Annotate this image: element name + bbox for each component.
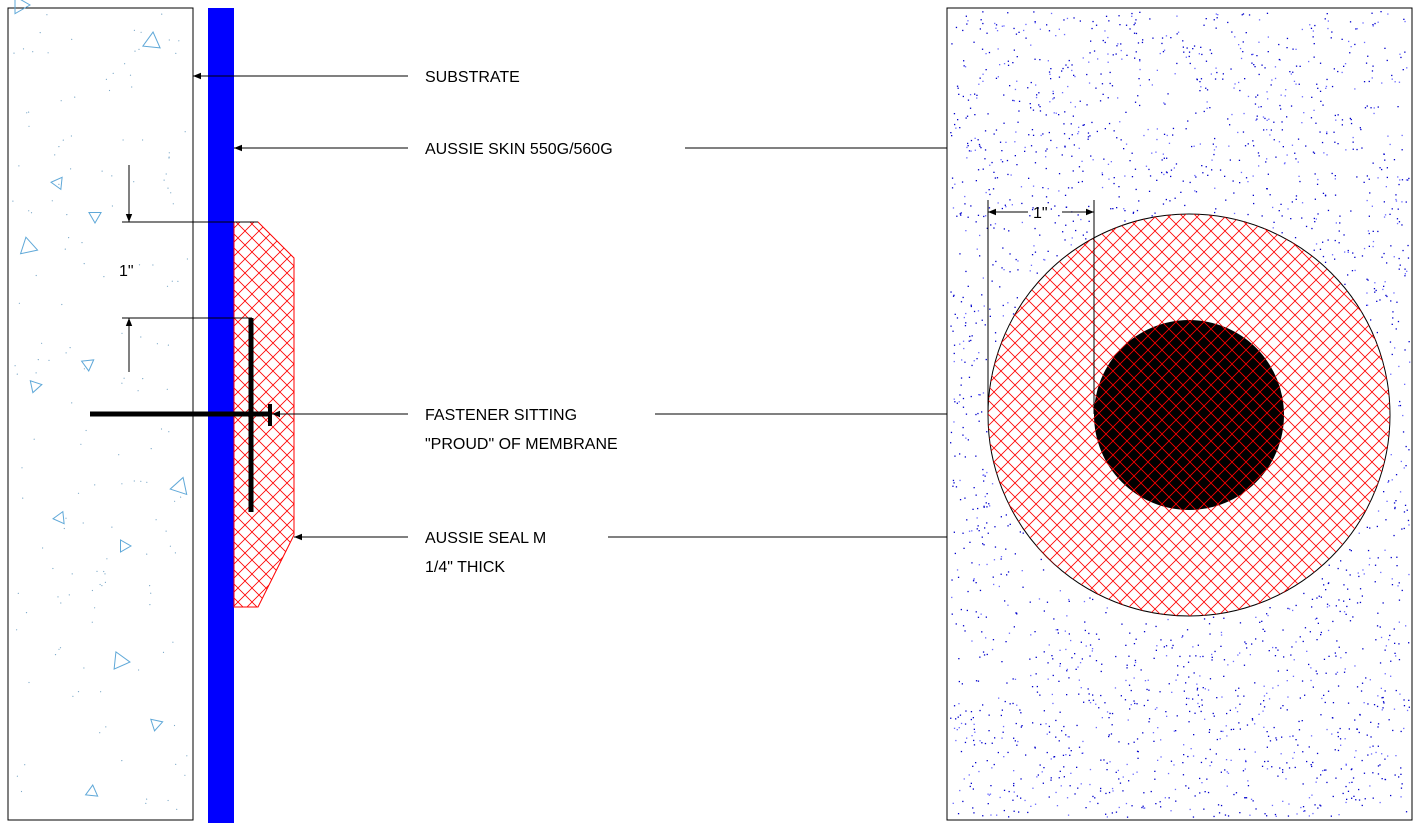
fastener-section [90,318,272,512]
skin-label: AUSSIE SKIN 550G/560G [425,141,613,158]
fastener-label-line1: FASTENER SITTING [425,407,577,424]
substrate-section [7,0,194,821]
plan-dimension-label: 1" [1033,205,1048,222]
seal-label-line1: AUSSIE SEAL M [425,530,546,547]
fastener-label-line2: "PROUD" OF MEMBRANE [425,436,618,453]
substrate-aggregate [14,0,188,797]
section-dimension [122,165,258,372]
substrate-texture [12,13,188,811]
substrate-label: SUBSTRATE [425,69,520,86]
seal-label-line2: 1/4" THICK [425,559,505,576]
membrane-texture [950,11,1411,818]
plan-dimension [987,200,1095,414]
section-dimension-label: 1" [119,263,134,280]
